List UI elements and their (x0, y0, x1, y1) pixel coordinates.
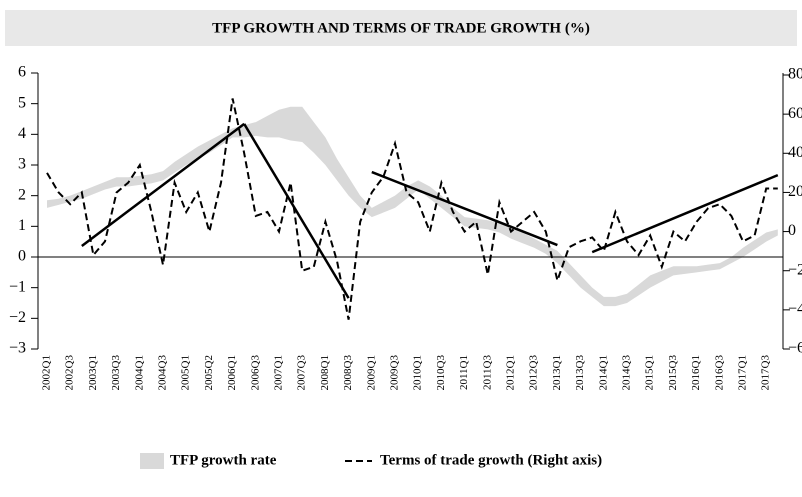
x-tick-label: 2002Q1 (41, 355, 53, 390)
legend-label: TFP growth rate (170, 452, 277, 468)
x-tick-label: 2014Q3 (621, 355, 633, 391)
x-tick-label: 2009Q1 (365, 355, 377, 390)
x-tick-label: 2010Q3 (435, 355, 447, 391)
tfp-band (47, 106, 778, 307)
legend-label: Terms of trade growth (Right axis) (380, 452, 602, 468)
x-tick-label: 2009Q3 (389, 355, 401, 391)
y2-tick-label: 60 (788, 105, 802, 122)
y-tick-label: 4 (18, 125, 26, 142)
y-tick-label: −2 (9, 309, 26, 326)
title-bar (5, 10, 797, 46)
trend-line (243, 123, 350, 299)
x-tick-label: 2013Q1 (551, 355, 563, 390)
x-tick-label: 2008Q3 (342, 355, 354, 391)
y-tick-label: 5 (18, 94, 26, 111)
y2-tick-label: 0 (788, 222, 796, 239)
x-tick-label: 2008Q1 (319, 355, 331, 390)
trend-line (371, 170, 558, 247)
x-tick-label: 2012Q1 (505, 355, 517, 390)
x-tick-label: 2014Q1 (597, 355, 609, 390)
x-tick-label: 2017Q1 (737, 355, 749, 390)
x-tick-label: 2013Q3 (574, 355, 586, 391)
y-tick-label: 1 (18, 217, 26, 234)
x-tick-label: 2007Q1 (273, 355, 285, 390)
trend-line (81, 122, 245, 247)
line-series (46, 98, 778, 320)
x-tick-label: 2006Q1 (226, 355, 238, 390)
y2-tick-label: 40 (788, 144, 802, 161)
x-tick-label: 2003Q3 (110, 355, 122, 391)
y-tick-label: 0 (18, 248, 26, 265)
y2-tick-label: −20 (788, 261, 802, 278)
x-tick-label: 2011Q3 (481, 355, 493, 391)
x-tick-label: 2004Q3 (157, 355, 169, 391)
y-tick-label: 2 (18, 186, 26, 203)
y2-tick-label: −40 (788, 301, 802, 318)
y-tick-label: 3 (18, 156, 26, 173)
y-tick-label: 6 (18, 64, 26, 81)
y2-tick-label: 20 (788, 183, 802, 200)
x-tick-label: 2015Q3 (667, 355, 679, 391)
y-tick-label: −3 (9, 340, 26, 357)
x-tick-label: 2012Q3 (528, 355, 540, 391)
x-tick-label: 2007Q3 (296, 355, 308, 391)
y-tick-label: −1 (9, 278, 26, 295)
x-tick-label: 2017Q3 (760, 355, 772, 391)
x-tick-label: 2016Q1 (690, 355, 702, 390)
x-tick-label: 2002Q3 (64, 355, 76, 391)
y2-tick-label: −60 (788, 340, 802, 357)
trend-line (591, 173, 779, 254)
x-tick-label: 2010Q1 (412, 355, 424, 390)
x-tick-label: 2005Q1 (180, 355, 192, 390)
x-tick-label: 2006Q3 (249, 355, 261, 391)
x-tick-label: 2003Q1 (87, 355, 99, 390)
x-tick-label: 2004Q1 (133, 355, 145, 390)
x-tick-label: 2005Q2 (203, 355, 215, 390)
legend-swatch (140, 453, 164, 469)
chart-title: TFP GROWTH AND TERMS OF TRADE GROWTH (%) (212, 20, 590, 36)
y2-tick-label: 80 (788, 66, 802, 83)
x-tick-label: 2015Q1 (644, 355, 656, 390)
x-tick-label: 2016Q3 (713, 355, 725, 391)
x-tick-label: 2011Q1 (458, 355, 470, 390)
